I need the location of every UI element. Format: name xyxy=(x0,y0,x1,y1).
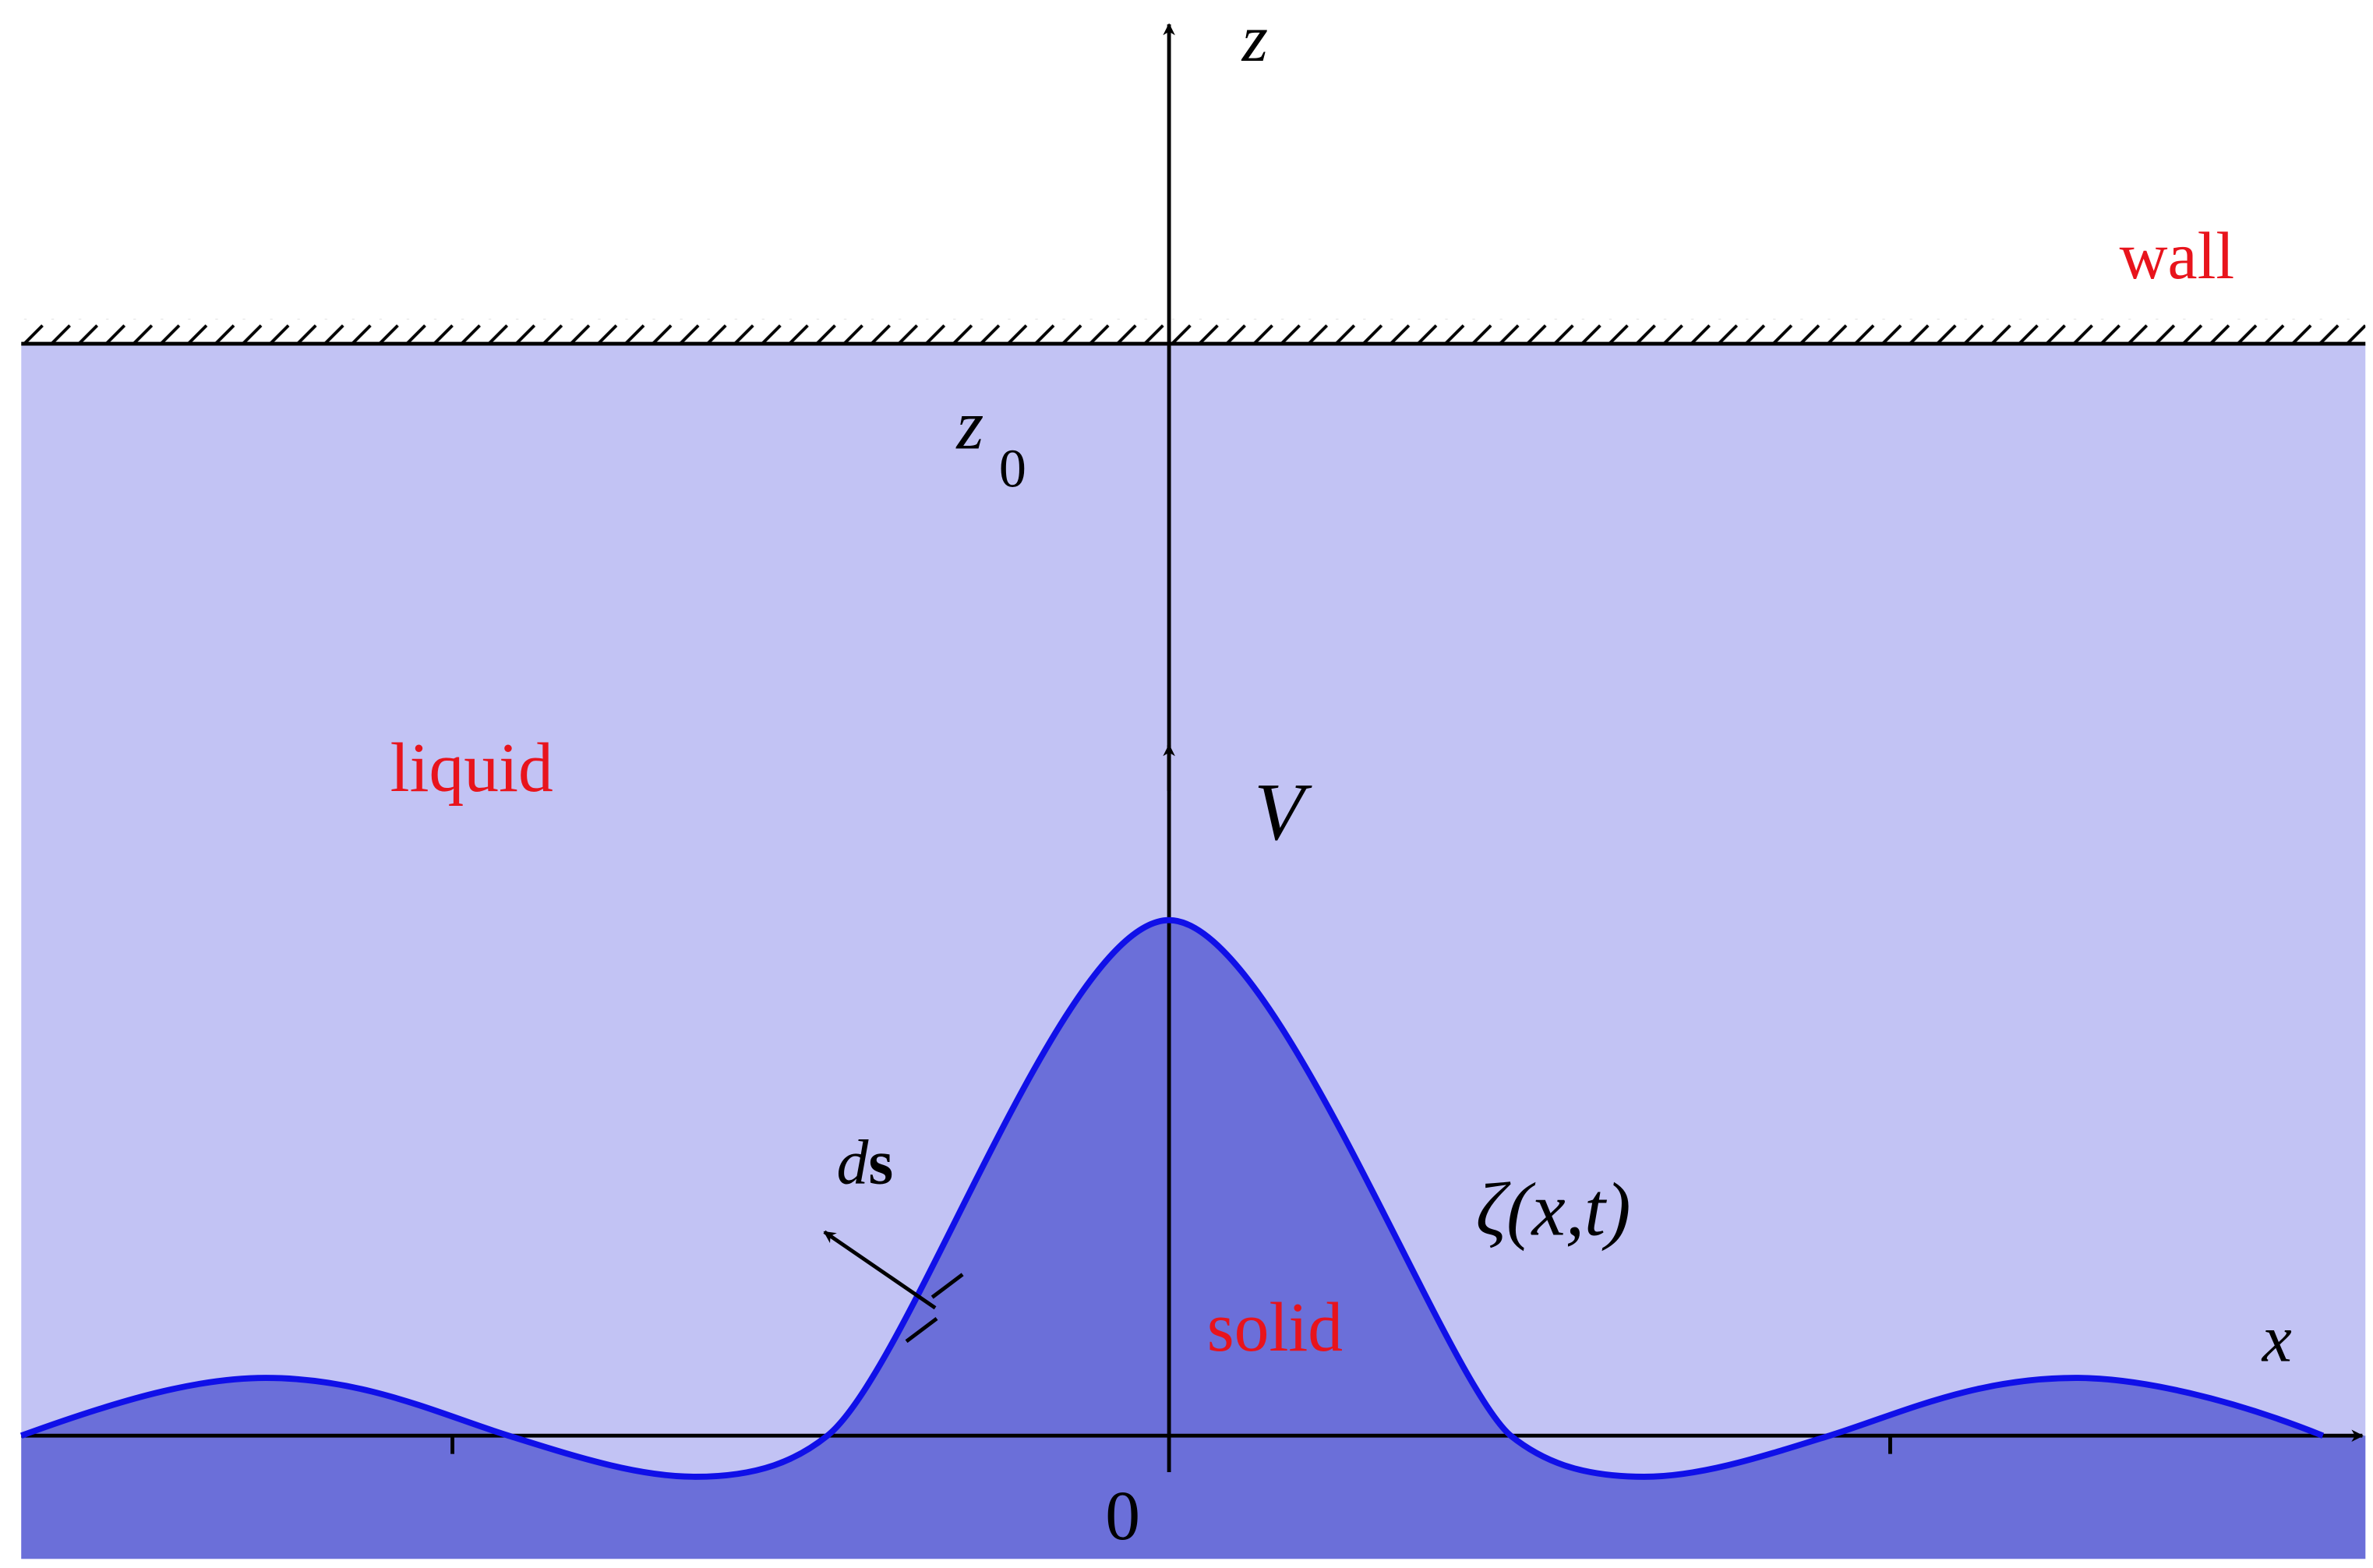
wall-label: wall xyxy=(2120,219,2235,293)
z-axis-label: z xyxy=(1241,2,1268,76)
x-axis-label: x xyxy=(2261,1302,2292,1376)
segment-tick xyxy=(930,1273,964,1299)
z0-sub: 0 xyxy=(999,438,1026,499)
wall-hatch xyxy=(21,319,2366,344)
ds-s: s xyxy=(868,1126,893,1197)
normal-arrow xyxy=(823,1230,937,1310)
z0-label: z0 xyxy=(955,387,1026,500)
surface-label: ζ(x,t) xyxy=(1476,1168,1631,1252)
velocity-label: V xyxy=(1254,766,1312,857)
ds-label: ds xyxy=(836,1126,893,1197)
z0-base: z xyxy=(955,387,983,464)
origin-label: 0 xyxy=(1105,1478,1140,1555)
liquid-label: liquid xyxy=(390,729,553,807)
segment-tick xyxy=(905,1317,938,1344)
solid-label: solid xyxy=(1207,1289,1343,1366)
solid-region xyxy=(21,920,2366,1559)
surface-curve xyxy=(19,916,2325,1480)
ds-d: d xyxy=(836,1126,869,1197)
